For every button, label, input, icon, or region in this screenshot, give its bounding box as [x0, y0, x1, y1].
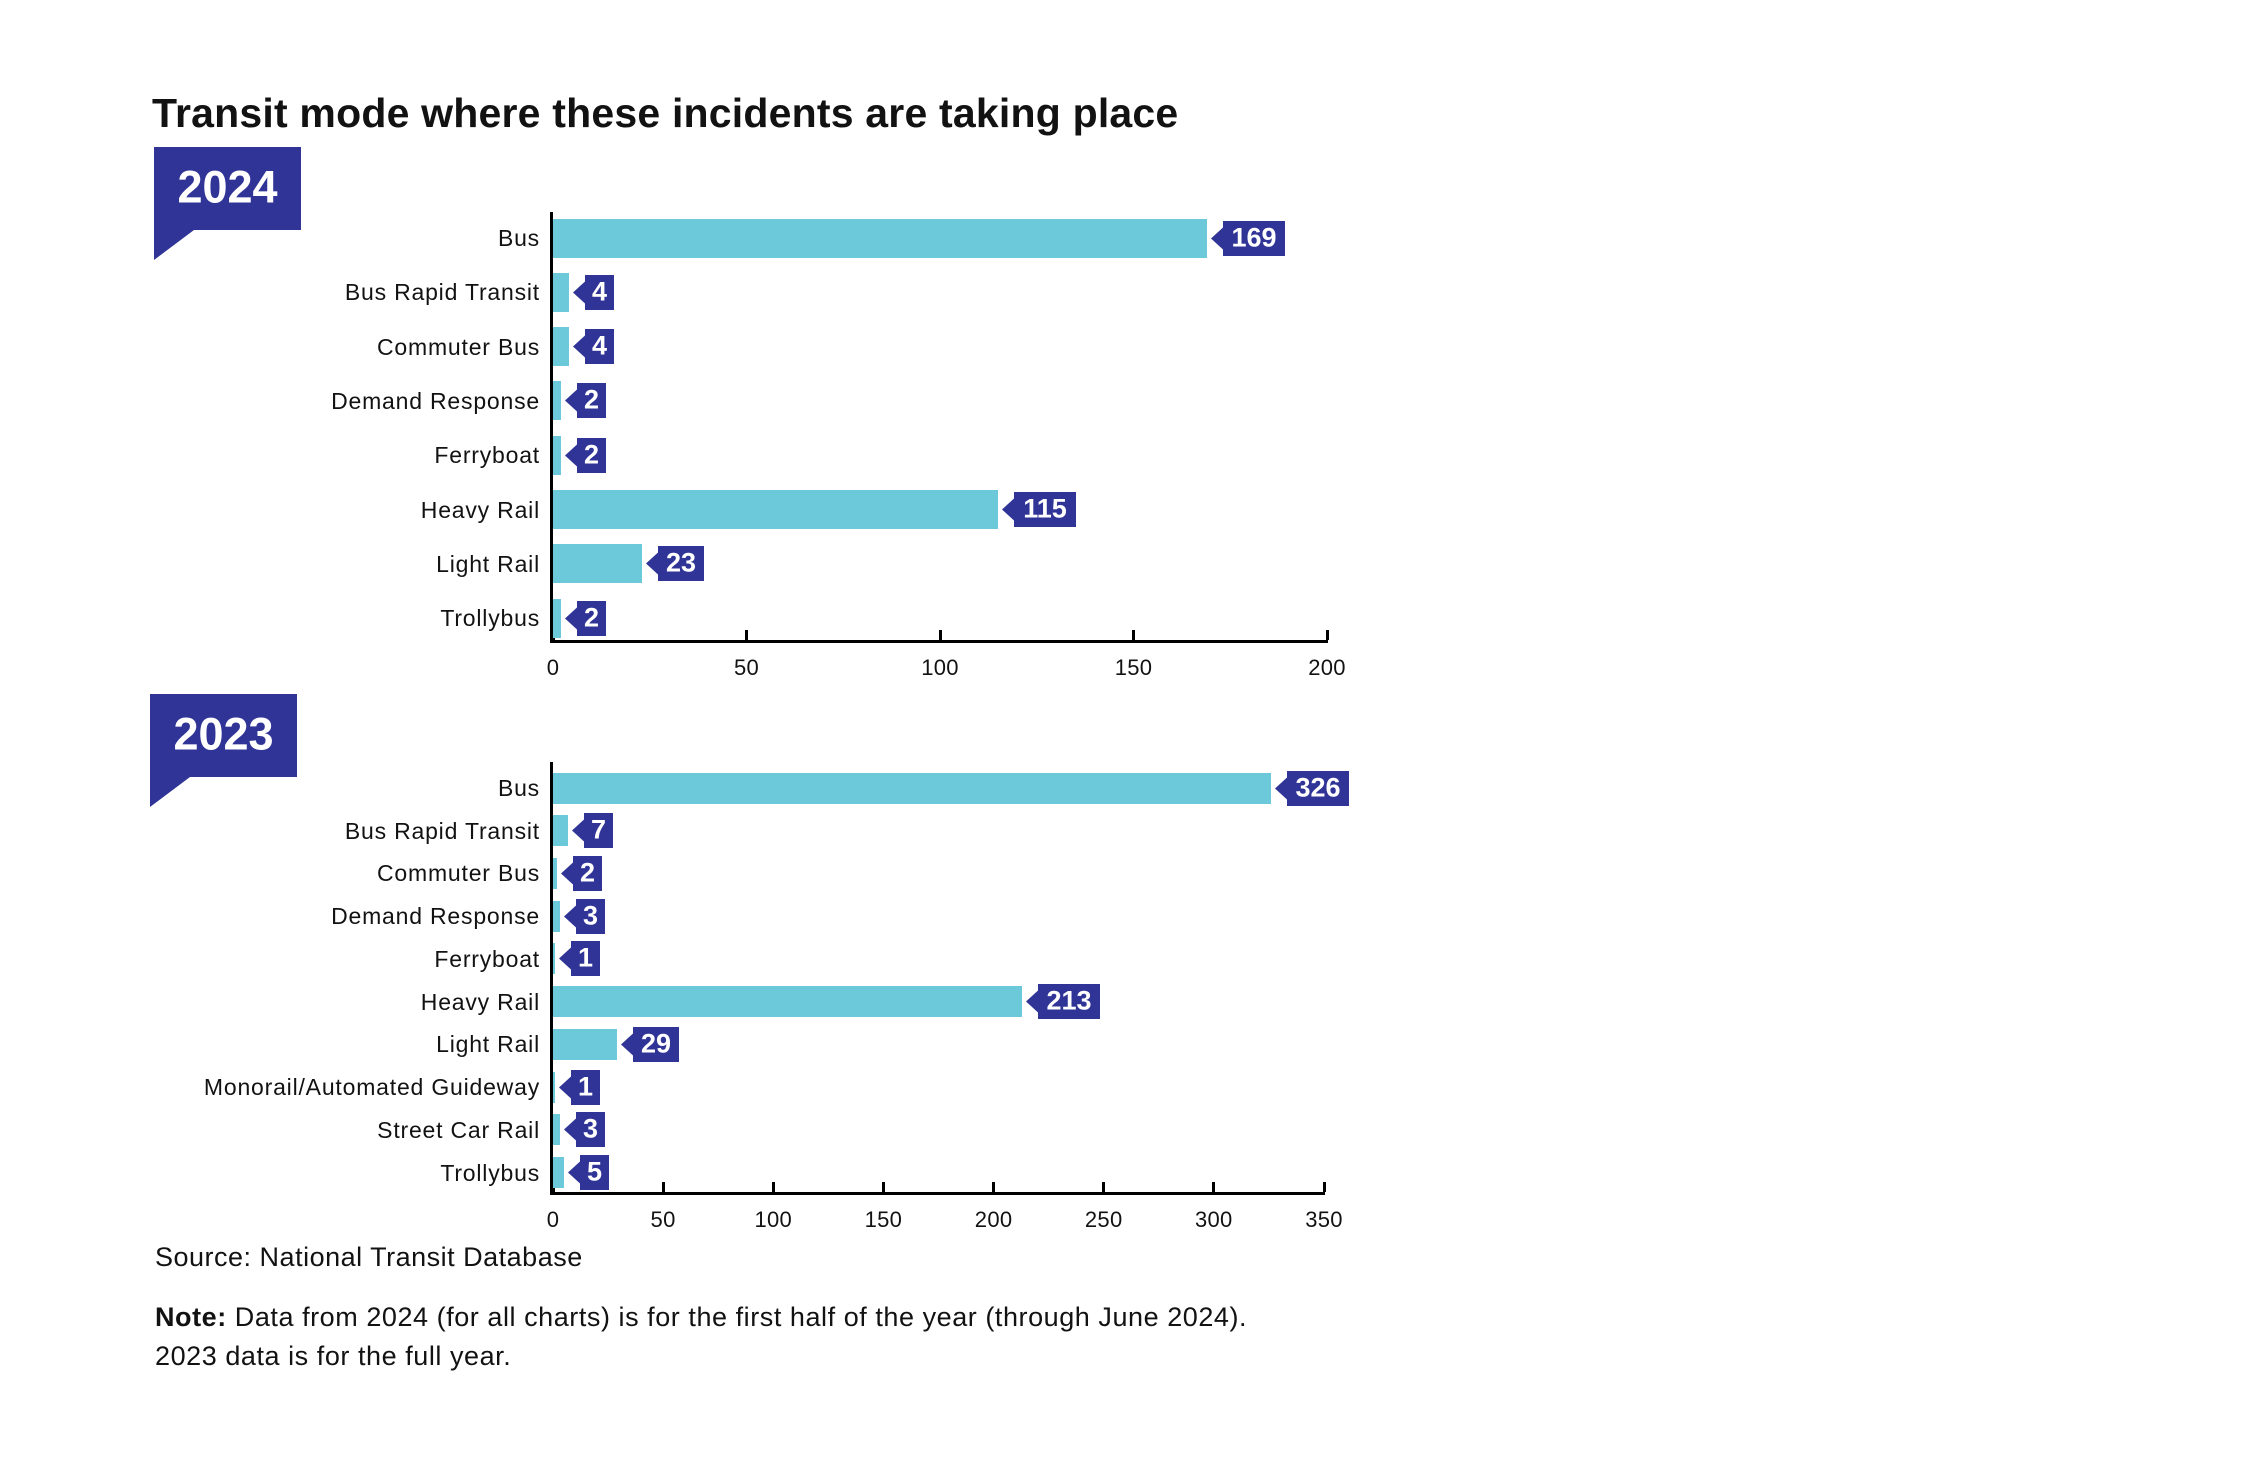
svg-text:2023: 2023: [173, 709, 273, 760]
svg-text:4: 4: [591, 331, 606, 361]
svg-text:3: 3: [583, 900, 598, 930]
svg-text:3: 3: [583, 1114, 598, 1144]
svg-text:29: 29: [641, 1028, 671, 1058]
svg-text:2024: 2024: [177, 162, 277, 213]
svg-text:2: 2: [584, 602, 599, 632]
svg-text:23: 23: [666, 548, 696, 578]
svg-text:115: 115: [1023, 494, 1067, 524]
svg-text:7: 7: [591, 815, 606, 845]
svg-text:1: 1: [578, 1071, 593, 1101]
svg-text:2: 2: [584, 385, 599, 415]
svg-text:2: 2: [584, 439, 599, 469]
svg-text:169: 169: [1231, 222, 1276, 252]
svg-text:5: 5: [587, 1157, 602, 1187]
svg-text:1: 1: [578, 943, 593, 973]
svg-text:4: 4: [591, 276, 606, 306]
svg-text:213: 213: [1047, 986, 1092, 1016]
svg-text:326: 326: [1295, 772, 1340, 802]
svg-text:2: 2: [580, 857, 595, 887]
